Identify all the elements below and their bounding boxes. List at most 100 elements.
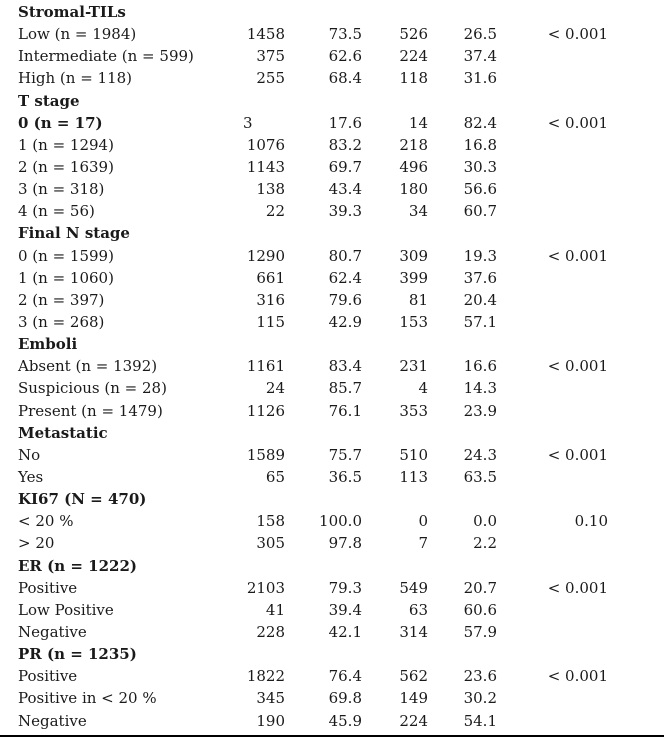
p-value-cell: < 0.001 bbox=[547, 445, 608, 464]
percent-1-cell: 39.4 bbox=[328, 600, 362, 619]
percent-2-cell: 20.4 bbox=[463, 290, 497, 309]
table-row: 0 (n = 17) 3 17.6 14 82.4 < 0.001 bbox=[0, 112, 664, 134]
count-1-cell: 1143 bbox=[246, 157, 285, 176]
count-2-cell bbox=[362, 422, 428, 444]
row-label: High (n = 118) bbox=[18, 69, 133, 88]
count-2-cell: 34 bbox=[408, 202, 428, 221]
count-2-cell: 153 bbox=[399, 312, 428, 331]
percent-2-cell: 14.3 bbox=[463, 379, 497, 398]
count-1-cell bbox=[228, 222, 285, 244]
percent-1-cell bbox=[285, 422, 362, 444]
row-label: Absent (n = 1392) bbox=[18, 357, 158, 376]
table-row: 3 (n = 318) 138 43.4 180 56.6 bbox=[0, 178, 664, 200]
row-label: Positive in < 20 % bbox=[18, 689, 157, 708]
percent-1-cell: 62.6 bbox=[328, 47, 362, 66]
row-label: 2 (n = 397) bbox=[18, 290, 105, 309]
count-1-cell: 158 bbox=[256, 512, 285, 531]
count-2-cell: 63 bbox=[408, 600, 428, 619]
table-row: High (n = 118) 255 68.4 118 31.6 bbox=[0, 67, 664, 89]
count-1-cell: 1822 bbox=[246, 667, 285, 686]
percent-1-cell: 42.1 bbox=[328, 622, 362, 641]
percent-2-cell: 54.1 bbox=[463, 711, 497, 730]
table-row: Yes 65 36.5 113 63.5 bbox=[0, 466, 664, 488]
count-1-cell: 316 bbox=[256, 290, 285, 309]
p-value-cell bbox=[497, 488, 664, 510]
section-header-row: Stromal-TILs bbox=[0, 1, 664, 23]
table-row: Positive 1822 76.4 562 23.6 < 0.001 bbox=[0, 665, 664, 687]
percent-1-cell: 79.3 bbox=[328, 578, 362, 597]
count-1-cell: 65 bbox=[265, 467, 285, 486]
section-header-row: KI67 (N = 470) bbox=[0, 488, 664, 510]
table-row: 2 (n = 1639) 1143 69.7 496 30.3 bbox=[0, 156, 664, 178]
count-2-cell: 224 bbox=[399, 47, 428, 66]
section-header-row: Metastatic bbox=[0, 422, 664, 444]
p-value-cell bbox=[497, 200, 664, 222]
table-row: > 20 305 97.8 7 2.2 bbox=[0, 532, 664, 554]
count-2-cell: 309 bbox=[399, 246, 428, 265]
p-value-cell bbox=[497, 289, 664, 311]
p-value-cell bbox=[497, 621, 664, 643]
count-2-cell: 14 bbox=[408, 113, 428, 132]
section-header-label: T stage bbox=[18, 91, 80, 110]
count-1-cell: 255 bbox=[256, 69, 285, 88]
percent-2-cell: 19.3 bbox=[463, 246, 497, 265]
row-label: Present (n = 1479) bbox=[18, 401, 163, 420]
row-label: Suspicious (n = 28) bbox=[18, 379, 167, 398]
p-value-cell bbox=[497, 710, 664, 732]
table-row: Intermediate (n = 599) 375 62.6 224 37.4 bbox=[0, 45, 664, 67]
section-header-row: T stage bbox=[0, 90, 664, 112]
p-value-cell: < 0.001 bbox=[547, 578, 608, 597]
percent-2-cell: 20.7 bbox=[463, 578, 497, 597]
percent-2-cell: 56.6 bbox=[463, 180, 497, 199]
count-2-cell: 510 bbox=[399, 445, 428, 464]
percent-1-cell bbox=[285, 90, 362, 112]
percent-1-cell bbox=[285, 222, 362, 244]
count-2-cell: 562 bbox=[399, 667, 428, 686]
row-label: Intermediate (n = 599) bbox=[18, 47, 194, 66]
table-row: Positive in < 20 % 345 69.8 149 30.2 bbox=[0, 687, 664, 709]
row-label: Negative bbox=[18, 711, 87, 730]
table-row: Negative 228 42.1 314 57.9 bbox=[0, 621, 664, 643]
count-1-cell: 375 bbox=[256, 47, 285, 66]
count-2-cell: 218 bbox=[399, 135, 428, 154]
row-label: 3 (n = 318) bbox=[18, 180, 105, 199]
percent-2-cell: 0.0 bbox=[473, 512, 497, 531]
table-bottom-rule bbox=[0, 735, 664, 737]
count-2-cell: 399 bbox=[399, 268, 428, 287]
table-row: Negative 190 45.9 224 54.1 bbox=[0, 710, 664, 732]
count-2-cell: 4 bbox=[418, 379, 428, 398]
percent-2-cell: 37.6 bbox=[463, 268, 497, 287]
percent-2-cell: 16.8 bbox=[463, 135, 497, 154]
section-header-label: PR (n = 1235) bbox=[18, 645, 137, 664]
count-2-cell: 0 bbox=[418, 512, 428, 531]
count-2-cell: 7 bbox=[418, 534, 428, 553]
percent-2-cell: 60.7 bbox=[463, 202, 497, 221]
count-1-cell: 1290 bbox=[246, 246, 285, 265]
percent-2-cell: 63.5 bbox=[463, 467, 497, 486]
row-label: No bbox=[18, 445, 41, 464]
table-row: 0 (n = 1599) 1290 80.7 309 19.3 < 0.001 bbox=[0, 245, 664, 267]
count-2-cell bbox=[362, 333, 428, 355]
row-label: 3 (n = 268) bbox=[18, 312, 105, 331]
count-2-cell bbox=[362, 222, 428, 244]
table-row: < 20 % 158 100.0 0 0.0 0.10 bbox=[0, 510, 664, 532]
table-row: Present (n = 1479) 1126 76.1 353 23.9 bbox=[0, 400, 664, 422]
p-value-cell bbox=[497, 178, 664, 200]
section-header-label: KI67 (N = 470) bbox=[18, 490, 147, 509]
count-2-cell: 526 bbox=[399, 25, 428, 44]
percent-1-cell: 42.9 bbox=[328, 312, 362, 331]
count-2-cell: 81 bbox=[408, 290, 428, 309]
count-1-cell: 1126 bbox=[246, 401, 285, 420]
count-1-cell: 41 bbox=[265, 600, 285, 619]
percent-1-cell: 68.4 bbox=[328, 69, 362, 88]
percent-2-cell: 16.6 bbox=[463, 357, 497, 376]
percent-2-cell: 37.4 bbox=[463, 47, 497, 66]
percent-2-cell: 31.6 bbox=[463, 69, 497, 88]
p-value-cell: < 0.001 bbox=[547, 667, 608, 686]
row-label: 0 (n = 17) bbox=[18, 113, 103, 132]
row-label: Low (n = 1984) bbox=[18, 25, 137, 44]
percent-2-cell bbox=[428, 422, 497, 444]
count-1-cell: 1076 bbox=[246, 135, 285, 154]
p-value-cell bbox=[497, 377, 664, 399]
